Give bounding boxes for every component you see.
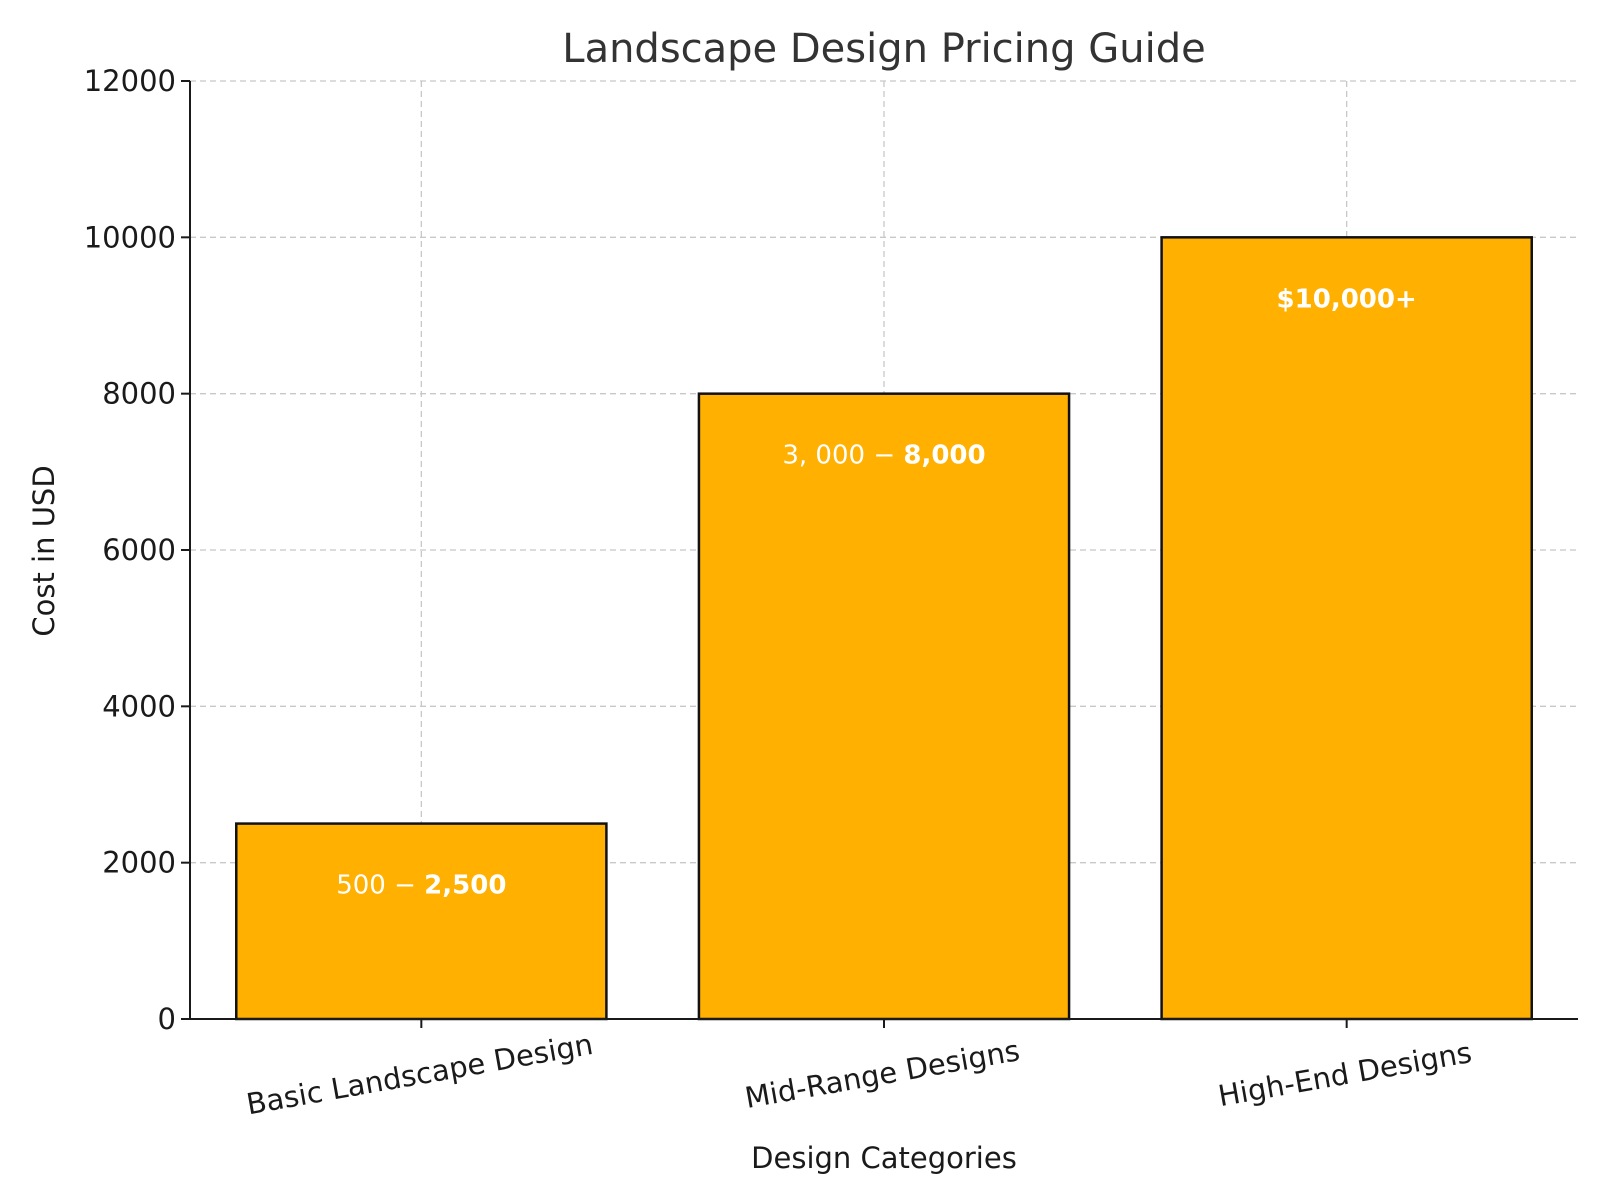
bar-labels: 500 − 2,500 3, 000 − 8,000 $10,000+ [336,284,1417,900]
y-axis-ticks: 0 2000 4000 6000 8000 10000 12000 [84,64,190,1036]
bar-value-label-bold: 2,500 [424,871,506,901]
chart-title: Landscape Design Pricing Guide [562,26,1205,72]
y-tick-label: 2000 [102,846,176,880]
bar-value-label-regular: 3, 000 − [782,441,903,471]
y-axis-label: Cost in USD [27,465,61,636]
x-tick-label: High-End Designs [1216,1035,1475,1113]
x-tick-label: Basic Landscape Design [244,1027,596,1121]
bar-3 [1160,236,1533,1021]
bar-value-label-3: $10,000+ [1277,284,1417,314]
x-tick-label: Mid-Range Designs [742,1033,1022,1115]
y-tick-label: 8000 [102,377,176,411]
y-tick-label: 4000 [102,689,176,723]
bar-value-label-regular: 500 − [336,871,424,901]
bar-value-label-2: 3, 000 − 8,000 [782,441,985,471]
bar-value-label-bold: $10,000+ [1277,284,1417,314]
bar-value-label-bold: 8,000 [903,441,985,471]
bar-value-label-1: 500 − 2,500 [336,871,506,901]
y-tick-label: 12000 [84,64,176,98]
x-axis-label: Design Categories [751,1141,1017,1175]
y-tick-label: 0 [158,1002,176,1036]
x-axis-ticks: Basic Landscape Design Mid-Range Designs H… [244,1019,1475,1121]
bars [235,236,1533,1021]
bar-2 [697,392,1071,1021]
y-tick-label: 10000 [84,220,176,254]
y-tick-label: 6000 [102,533,176,567]
bar-1 [235,822,608,1021]
